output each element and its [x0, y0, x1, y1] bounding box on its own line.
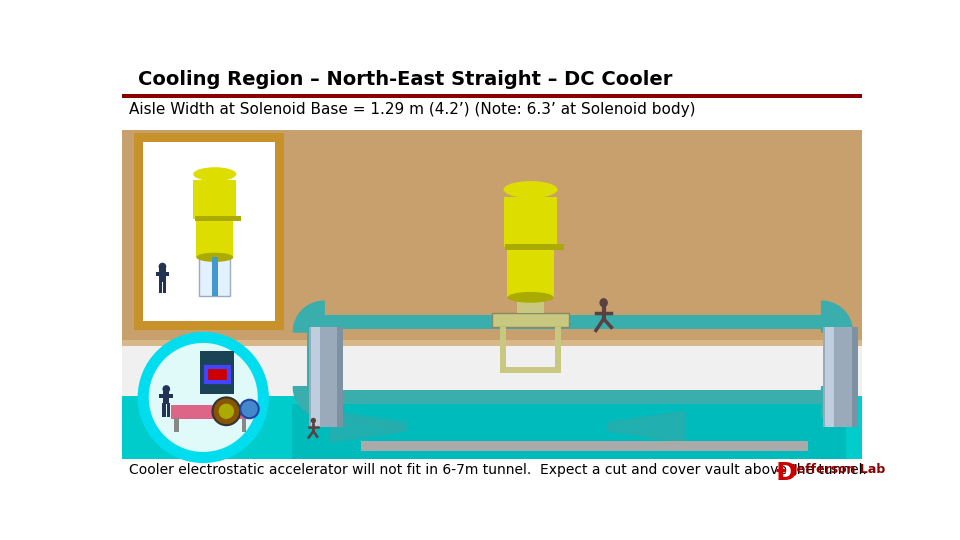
- Bar: [123, 396, 861, 461]
- Bar: [156, 272, 169, 276]
- Bar: [337, 327, 344, 427]
- Ellipse shape: [162, 385, 170, 393]
- Text: Ð: Ð: [776, 461, 797, 485]
- Bar: [123, 65, 861, 96]
- Bar: [826, 327, 834, 427]
- Ellipse shape: [158, 262, 166, 271]
- Polygon shape: [822, 301, 852, 332]
- Bar: [500, 367, 562, 373]
- Bar: [311, 327, 320, 427]
- Bar: [852, 327, 857, 427]
- Bar: [323, 390, 823, 403]
- Bar: [123, 130, 861, 346]
- Bar: [174, 418, 179, 432]
- Ellipse shape: [599, 298, 608, 307]
- Bar: [361, 441, 807, 451]
- Bar: [195, 217, 241, 221]
- Bar: [159, 268, 165, 282]
- Ellipse shape: [197, 253, 233, 262]
- Bar: [171, 405, 248, 419]
- Bar: [504, 197, 558, 247]
- Text: Cooler electrostatic accelerator will not fit in 6-7m tunnel.  Expect a cut and : Cooler electrostatic accelerator will no…: [129, 463, 867, 477]
- Text: Cooling Region – North-East Straight – DC Cooler: Cooling Region – North-East Straight – D…: [138, 70, 672, 89]
- Circle shape: [143, 338, 263, 457]
- Bar: [123, 340, 861, 348]
- Polygon shape: [294, 301, 324, 332]
- Bar: [123, 459, 861, 481]
- Circle shape: [240, 400, 258, 418]
- Bar: [307, 330, 321, 388]
- Circle shape: [212, 397, 240, 425]
- Bar: [323, 315, 823, 329]
- Polygon shape: [307, 315, 324, 332]
- Polygon shape: [822, 387, 838, 403]
- Bar: [159, 394, 173, 398]
- Bar: [242, 418, 247, 432]
- Bar: [205, 367, 228, 382]
- Bar: [292, 403, 846, 461]
- Bar: [158, 281, 161, 294]
- Bar: [492, 313, 569, 327]
- Polygon shape: [822, 387, 852, 417]
- Circle shape: [219, 403, 234, 419]
- Bar: [823, 327, 857, 427]
- Bar: [143, 142, 275, 321]
- Bar: [163, 281, 166, 294]
- Bar: [505, 244, 564, 251]
- Text: Jefferson Lab: Jefferson Lab: [792, 463, 885, 476]
- Bar: [196, 219, 233, 257]
- Ellipse shape: [193, 167, 236, 181]
- Bar: [162, 403, 165, 417]
- Ellipse shape: [504, 181, 558, 198]
- Polygon shape: [307, 387, 324, 403]
- Bar: [309, 327, 344, 427]
- Bar: [123, 98, 861, 130]
- Bar: [123, 346, 861, 397]
- Bar: [163, 390, 169, 404]
- Bar: [500, 327, 506, 373]
- Ellipse shape: [311, 418, 316, 423]
- Ellipse shape: [508, 292, 554, 303]
- Polygon shape: [608, 411, 684, 442]
- Bar: [201, 351, 234, 394]
- Bar: [134, 132, 284, 330]
- Bar: [193, 180, 236, 219]
- Text: Aisle Width at Solenoid Base = 1.29 m (4.2’) (Note: 6.3’ at Solenoid body): Aisle Width at Solenoid Base = 1.29 m (4…: [129, 102, 695, 117]
- Bar: [555, 327, 562, 373]
- Bar: [205, 367, 228, 382]
- Bar: [200, 257, 230, 296]
- Bar: [212, 257, 218, 296]
- Bar: [825, 330, 838, 388]
- Bar: [167, 403, 170, 417]
- Bar: [123, 94, 861, 98]
- Bar: [516, 298, 544, 313]
- Polygon shape: [822, 315, 838, 332]
- Polygon shape: [330, 411, 407, 442]
- Bar: [508, 247, 554, 298]
- Polygon shape: [294, 387, 324, 417]
